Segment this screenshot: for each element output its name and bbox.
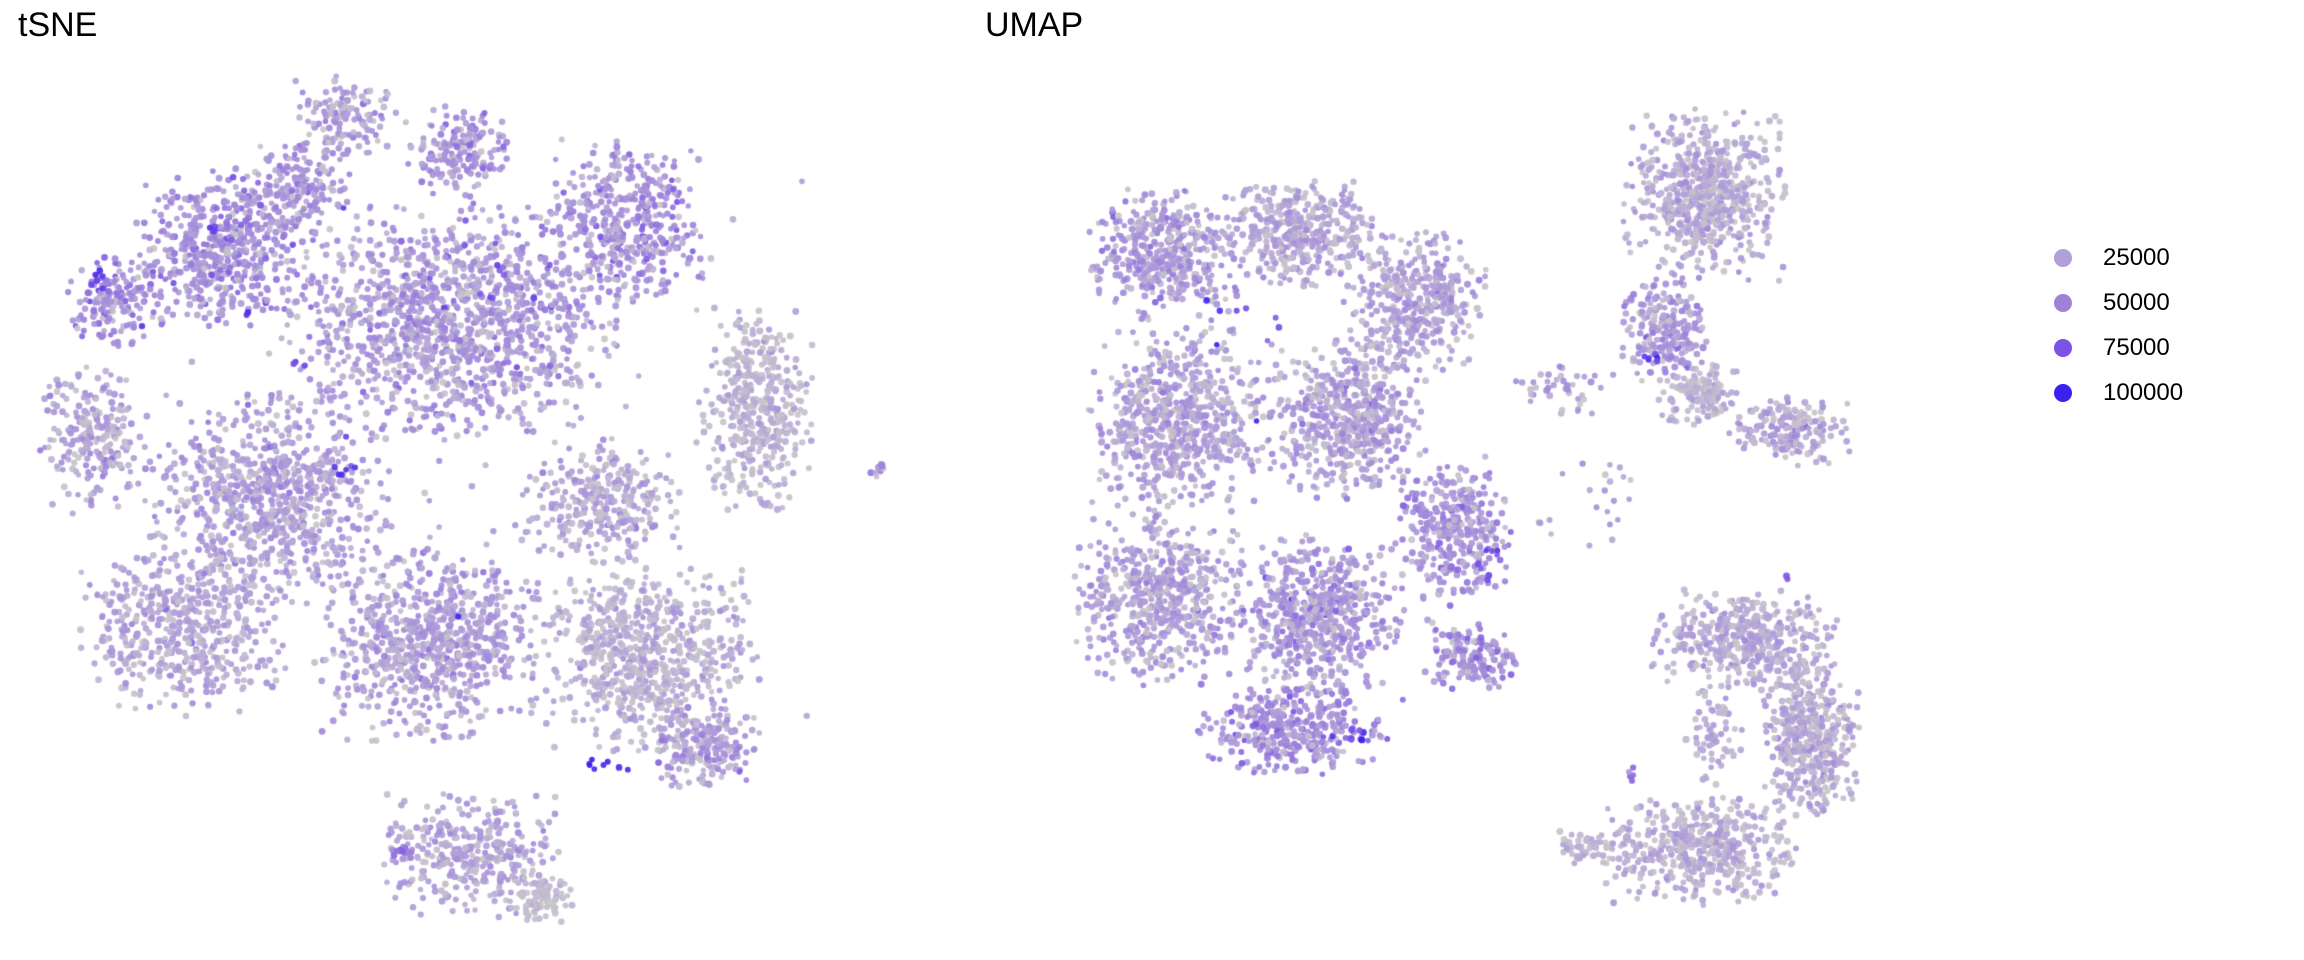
legend-label: 25000 xyxy=(2103,244,2170,271)
legend-item: 50000 xyxy=(2054,289,2183,316)
umap-title: UMAP xyxy=(985,6,1084,44)
color-legend: 25000 50000 75000 100000 xyxy=(2054,244,2184,406)
legend-item: 100000 xyxy=(2054,379,2184,406)
umap-panel xyxy=(1055,65,1875,925)
legend-dot-50000 xyxy=(2054,294,2072,312)
tsne-title: tSNE xyxy=(18,6,98,44)
legend-dot-100000 xyxy=(2054,384,2072,402)
legend-label: 75000 xyxy=(2103,334,2170,361)
legend-label: 100000 xyxy=(2103,379,2184,406)
legend-item: 75000 xyxy=(2054,334,2183,361)
tsne-panel xyxy=(30,60,950,940)
legend-dot-25000 xyxy=(2054,249,2072,267)
legend-item: 25000 xyxy=(2054,244,2183,271)
legend-label: 50000 xyxy=(2103,289,2170,316)
legend-dot-75000 xyxy=(2054,339,2072,357)
